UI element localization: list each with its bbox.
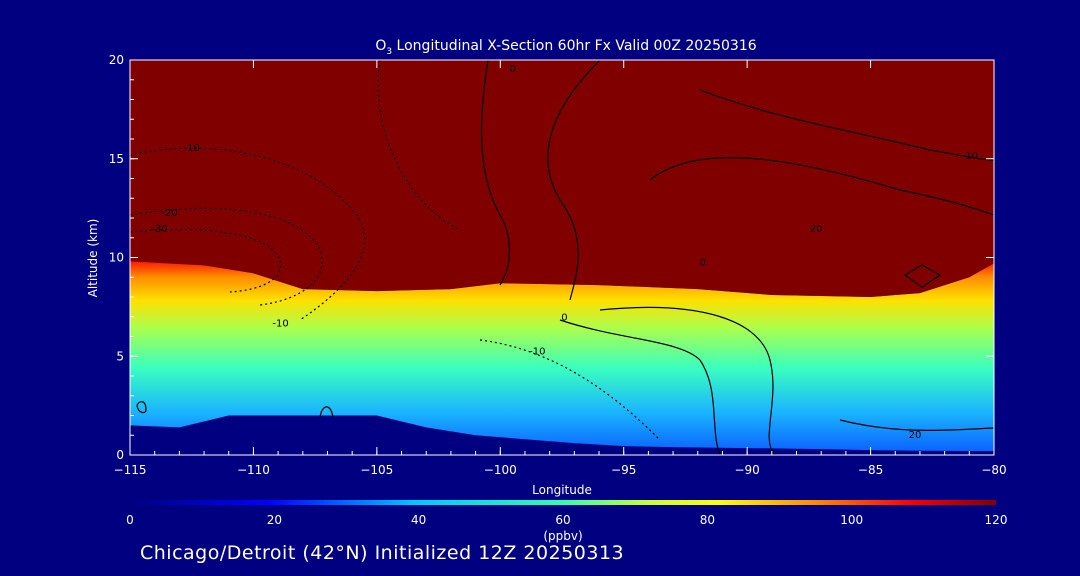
x-tick-label: −115 <box>114 463 147 477</box>
contour-neg-ridge <box>377 60 461 231</box>
terrain-mask <box>130 415 994 455</box>
colorbar-ticks: 0 20 40 60 80 100 120 <box>126 513 1007 527</box>
plot-area: -10 -20 -30 -10 -10 0 0 0 10 20 20 <box>130 60 994 455</box>
contour-10-lower <box>599 306 776 455</box>
x-axis: −115 −110 −105 −100 −95 −90 −85 −80 <box>114 60 1007 477</box>
contour-label: 20 <box>810 224 823 235</box>
colorbar-unit: (ppbv) <box>543 529 582 543</box>
contour-label: -30 <box>151 224 167 235</box>
x-tick-label: −100 <box>484 463 517 477</box>
contour-10-upper <box>547 60 601 301</box>
contour-label: 10 <box>965 151 978 162</box>
y-tick-label: 15 <box>109 152 124 166</box>
colorbar-tick-label: 20 <box>267 513 282 527</box>
footer-initialized-text: Chicago/Detroit (42°N) Initialized 12Z 2… <box>140 542 625 564</box>
y-tick-label: 0 <box>116 448 124 462</box>
colorbar-tick-label: 60 <box>555 513 570 527</box>
y-axis-label: Altitude (km) <box>86 219 100 298</box>
contour-lines <box>136 60 994 455</box>
contour-loop-east <box>903 264 942 288</box>
contour-0-upper <box>480 60 511 286</box>
contour-terrain-bump <box>319 406 334 418</box>
contour-20-lower <box>839 419 994 432</box>
x-tick-label: −85 <box>858 463 883 477</box>
x-tick-label: −80 <box>981 463 1006 477</box>
contour-label: -10 <box>529 346 545 357</box>
contour-label: -10 <box>272 319 288 330</box>
x-tick-label: −95 <box>611 463 636 477</box>
x-tick-label: −110 <box>237 463 270 477</box>
x-tick-label: −105 <box>360 463 393 477</box>
contour-west-edge <box>136 401 147 414</box>
contour-label: 0 <box>561 313 567 324</box>
y-tick-label: 5 <box>116 349 124 363</box>
title-prefix: O <box>375 38 386 54</box>
y-tick-label: 20 <box>109 53 124 67</box>
contour-20-upper <box>649 157 994 216</box>
contour-label: 20 <box>909 430 922 441</box>
contour-label: 0 <box>700 257 706 268</box>
tropospheric-ozone-field <box>130 261 994 455</box>
negative-contours <box>130 60 661 441</box>
stratospheric-ozone-field <box>130 60 994 297</box>
colorbar-tick-label: 120 <box>985 513 1008 527</box>
contour-10-right <box>699 89 994 161</box>
colorbar-tick-label: 40 <box>411 513 426 527</box>
y-axis: 0 5 10 15 20 <box>109 53 994 462</box>
colorbar-tick-label: 100 <box>840 513 863 527</box>
x-axis-label: Longitude <box>532 483 592 497</box>
contour-labels: -10 -20 -30 -10 -10 0 0 0 10 20 20 <box>151 64 978 441</box>
contour-label: 0 <box>509 64 515 75</box>
colorbar-tick-label: 0 <box>126 513 134 527</box>
title-rest: Longitudinal X-Section 60hr Fx Valid 00Z… <box>392 38 757 54</box>
contour-neg10-west <box>130 147 366 321</box>
x-tick-label: −90 <box>734 463 759 477</box>
colorbar-tick-label: 80 <box>700 513 715 527</box>
y-tick-label: 10 <box>109 251 124 265</box>
contour-0-lower <box>559 319 721 455</box>
contour-label: -10 <box>184 143 200 154</box>
contour-label: -20 <box>161 208 177 219</box>
title-subscript: 3 <box>386 47 392 57</box>
contour-neg30-west <box>130 228 282 293</box>
colorbar <box>130 500 996 505</box>
chart-title: O3 Longitudinal X-Section 60hr Fx Valid … <box>375 38 756 57</box>
